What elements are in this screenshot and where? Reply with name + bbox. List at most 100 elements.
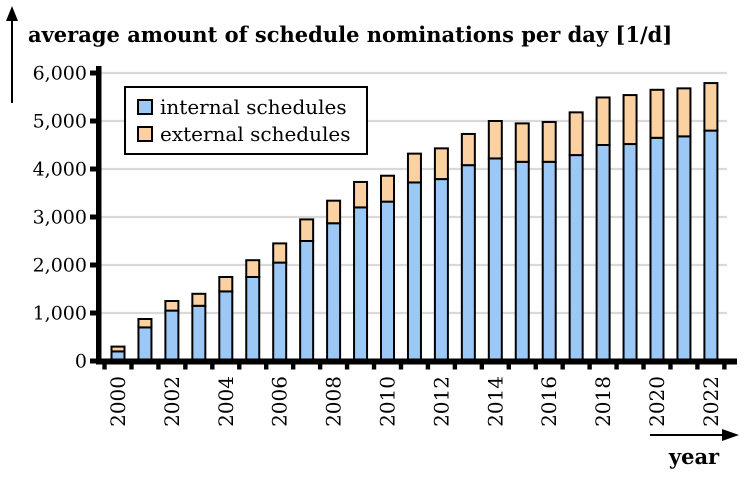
bar-2020-internal (649, 136, 665, 362)
bar-2010-external (380, 174, 395, 203)
y-tick-label-3000: 3,000 (33, 207, 87, 229)
x-tick-label-2008: 2008 (322, 376, 346, 427)
bar-2012-external (433, 147, 449, 181)
bar-2022-external (703, 82, 719, 132)
y-tick-label-6000: 6,000 (33, 63, 87, 85)
bar-2004-internal (218, 290, 234, 362)
bar-2013-internal (460, 164, 476, 362)
external-schedules-swatch-icon (137, 126, 153, 142)
bar-2013-external (460, 132, 476, 167)
y-tick-5000 (90, 118, 99, 124)
bar-2014-internal (487, 157, 503, 362)
x-tick-label-2018: 2018 (591, 376, 615, 427)
x-axis-direction-arrow-icon (650, 429, 739, 441)
bar-2009-external (353, 180, 369, 209)
y-tick-4000 (90, 166, 99, 172)
bar-2001-internal (137, 326, 153, 362)
x-tick-19 (614, 364, 619, 370)
internal-schedules-swatch-icon (137, 99, 153, 115)
bar-2016-internal (541, 160, 557, 362)
bar-2005-internal (245, 276, 261, 362)
bar-2009-internal (353, 206, 369, 362)
x-tick-label-2000: 2000 (106, 376, 130, 427)
y-tick-1000 (90, 310, 99, 316)
x-tick-22 (695, 364, 700, 370)
legend-label-external-schedules: external schedules (160, 122, 351, 146)
x-tick-12 (425, 364, 431, 370)
bar-2021-internal (676, 135, 692, 362)
x-tick-23 (722, 364, 727, 370)
legend: internal schedules external schedules (124, 86, 368, 155)
x-tick-10 (371, 364, 377, 370)
chart-title: average amount of schedule nominations p… (28, 22, 673, 47)
bar-2011-external (406, 152, 422, 184)
bar-2015-internal (514, 160, 530, 362)
bar-2011-internal (406, 181, 422, 362)
x-tick-16 (533, 364, 538, 370)
x-tick-20 (641, 364, 646, 370)
x-tick-label-2014: 2014 (483, 376, 507, 427)
bar-2020-external (649, 88, 665, 139)
bar-2002-internal (164, 309, 180, 363)
x-tick-15 (506, 364, 511, 370)
legend-item-external-schedules: external schedules (137, 124, 366, 144)
x-tick-label-2020: 2020 (645, 376, 669, 427)
bar-2017-internal (568, 154, 584, 362)
x-tick-8 (317, 364, 323, 370)
y-tick-2000 (90, 262, 99, 268)
x-tick-18 (587, 364, 592, 370)
bar-2021-external (676, 87, 692, 138)
bar-2006-internal (272, 261, 288, 363)
bar-2008-internal (326, 222, 342, 362)
bar-2018-external (595, 96, 611, 147)
bar-2003-internal (191, 304, 207, 362)
x-tick-label-2006: 2006 (268, 376, 292, 427)
y-tick-label-5000: 5,000 (33, 111, 87, 133)
bar-2019-internal (622, 143, 638, 362)
bar-2012-internal (433, 178, 449, 362)
bar-2001-external (137, 318, 153, 329)
bar-2016-external (541, 120, 557, 163)
x-tick-7 (290, 364, 296, 370)
bar-2022-internal (703, 129, 719, 362)
y-tick-6000 (90, 70, 99, 76)
bar-2019-external (622, 94, 638, 146)
bar-2003-external (191, 292, 207, 307)
bar-2006-external (272, 242, 288, 264)
x-tick-label-2016: 2016 (537, 376, 561, 427)
x-tick-21 (668, 364, 673, 370)
bar-2008-external (326, 199, 342, 225)
x-tick-label-2010: 2010 (376, 376, 400, 427)
x-tick-label-2022: 2022 (699, 376, 723, 427)
bar-2018-internal (595, 144, 611, 362)
bar-2007-internal (299, 240, 315, 362)
bar-2000-external (110, 345, 126, 353)
bar-2017-external (568, 111, 584, 157)
x-tick-9 (344, 364, 350, 370)
x-tick-3 (183, 364, 188, 370)
legend-label-internal-schedules: internal schedules (160, 95, 347, 119)
y-tick-0 (90, 358, 99, 364)
bar-2010-internal (380, 200, 395, 362)
x-tick-17 (560, 364, 565, 370)
x-tick-2 (156, 364, 161, 370)
x-tick-4 (210, 364, 215, 370)
y-tick-label-2000: 2,000 (33, 255, 87, 277)
x-tick-13 (452, 364, 458, 370)
x-tick-0 (102, 364, 107, 370)
y-axis-direction-arrow-icon (6, 6, 18, 103)
x-tick-label-2002: 2002 (160, 376, 184, 427)
x-tick-5 (237, 364, 242, 370)
y-tick-label-1000: 1,000 (33, 303, 87, 325)
bar-2015-external (514, 122, 530, 163)
legend-item-internal-schedules: internal schedules (137, 97, 366, 117)
bar-2014-external (487, 120, 503, 160)
x-tick-1 (129, 364, 134, 370)
y-tick-label-4000: 4,000 (33, 159, 87, 181)
x-axis-title: year (668, 444, 720, 469)
x-tick-11 (398, 364, 404, 370)
bar-2004-external (218, 276, 234, 293)
x-tick-label-2012: 2012 (429, 376, 453, 427)
